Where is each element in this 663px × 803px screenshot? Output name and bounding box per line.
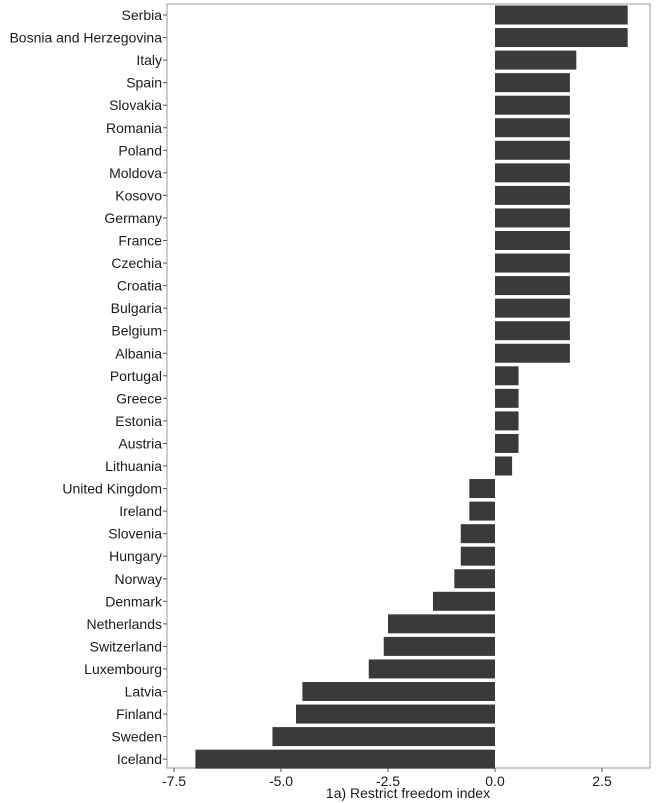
category-label-hungary: Hungary	[109, 548, 162, 564]
bar-croatia	[495, 276, 570, 296]
bar-luxembourg	[368, 659, 495, 679]
x-tick-label: 0.0	[485, 773, 505, 789]
bar-romania	[495, 118, 570, 138]
category-label-finland: Finland	[116, 706, 162, 722]
category-label-bulgaria: Bulgaria	[111, 300, 163, 316]
category-label-latvia: Latvia	[125, 684, 163, 700]
bar-iceland	[195, 749, 495, 769]
bar-serbia	[495, 5, 628, 25]
bar-moldova	[495, 163, 570, 183]
bar-switzerland	[383, 636, 495, 656]
category-label-united-kingdom: United Kingdom	[62, 481, 162, 497]
category-label-ireland: Ireland	[119, 503, 162, 519]
category-label-serbia: Serbia	[122, 7, 163, 23]
bar-greece	[495, 388, 519, 408]
category-label-switzerland: Switzerland	[90, 638, 162, 654]
category-labels-group: Serbia Bosnia and Herzegovina Italy Spain Sl…	[9, 7, 167, 767]
bar-bulgaria	[495, 298, 570, 318]
category-label-slovakia: Slovakia	[109, 97, 162, 113]
category-label-iceland: Iceland	[117, 751, 162, 767]
bar-france	[495, 231, 570, 250]
category-label-romania: Romania	[106, 120, 162, 136]
bar-latvia	[302, 682, 495, 701]
category-label-estonia: Estonia	[115, 413, 162, 429]
category-label-sweden: Sweden	[111, 729, 162, 745]
category-label-italy: Italy	[136, 52, 162, 68]
category-label-kosovo: Kosovo	[115, 187, 162, 203]
bar-portugal	[495, 366, 519, 386]
category-label-france: France	[118, 233, 162, 249]
bar-belgium	[495, 321, 570, 341]
category-label-bosnia-and-herzegovina: Bosnia and Herzegovina	[9, 30, 162, 46]
category-label-belgium: Belgium	[111, 323, 162, 339]
category-label-luxembourg: Luxembourg	[84, 661, 162, 677]
category-label-portugal: Portugal	[110, 368, 162, 384]
category-label-moldova: Moldova	[109, 165, 162, 181]
bar-hungary	[460, 546, 495, 566]
category-label-greece: Greece	[116, 390, 162, 406]
bar-kosovo	[495, 185, 570, 205]
category-label-denmark: Denmark	[105, 593, 163, 609]
bar-italy	[495, 50, 577, 70]
bar-poland	[495, 140, 570, 160]
x-tick-label: -5.0	[269, 773, 293, 789]
bar-denmark	[432, 591, 495, 611]
bar-slovakia	[495, 95, 570, 115]
x-ticks-group: -7.5 -5.0 -2.5 0.0 2.5	[162, 768, 612, 789]
category-label-austria: Austria	[118, 435, 162, 451]
category-label-albania: Albania	[115, 345, 162, 361]
category-label-croatia: Croatia	[117, 278, 162, 294]
category-label-slovenia: Slovenia	[108, 526, 162, 542]
bar-lithuania	[495, 456, 513, 476]
bar-finland	[295, 704, 495, 724]
bar-netherlands	[388, 614, 495, 634]
bar-slovenia	[460, 524, 495, 544]
x-tick-label: -2.5	[376, 773, 400, 789]
category-label-germany: Germany	[104, 210, 162, 226]
x-tick-label: -7.5	[162, 773, 186, 789]
bar-united-kingdom	[469, 479, 495, 499]
bar-albania	[495, 343, 570, 363]
bar-germany	[495, 208, 570, 228]
bar-norway	[454, 569, 495, 589]
category-label-spain: Spain	[126, 75, 162, 91]
bars-group	[195, 5, 628, 769]
bar-bosnia-and-herzegovina	[495, 28, 628, 48]
bar-ireland	[469, 501, 495, 521]
bar-estonia	[495, 411, 519, 431]
category-label-lithuania: Lithuania	[105, 458, 162, 474]
category-label-poland: Poland	[118, 142, 162, 158]
bar-czechia	[495, 253, 570, 273]
bar-sweden	[272, 727, 495, 747]
bar-spain	[495, 73, 570, 93]
category-label-netherlands: Netherlands	[87, 616, 163, 632]
bar-austria	[495, 433, 519, 453]
category-label-czechia: Czechia	[111, 255, 162, 271]
x-tick-label: 2.5	[592, 773, 612, 789]
category-label-norway: Norway	[115, 571, 162, 587]
x-axis-title: 1a) Restrict freedom index	[326, 785, 490, 801]
